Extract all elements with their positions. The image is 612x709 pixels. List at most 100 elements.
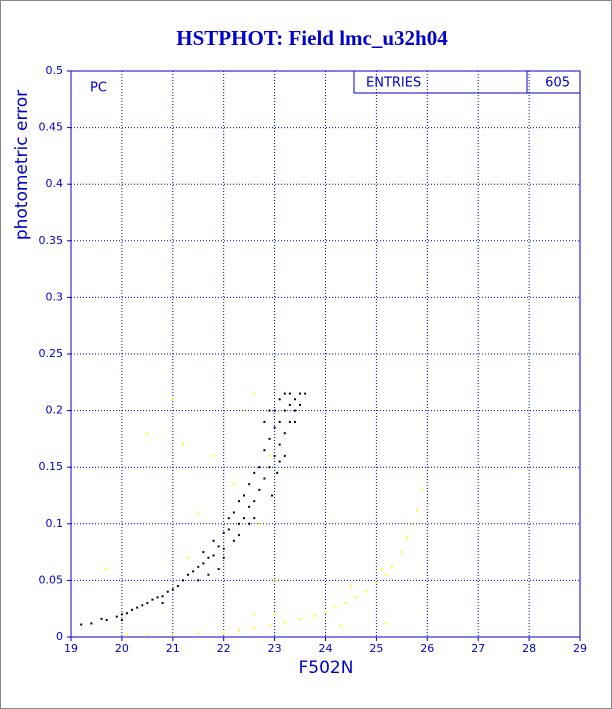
point xyxy=(146,432,149,435)
x-tick-label: 24 xyxy=(319,642,333,655)
point xyxy=(334,606,337,609)
point xyxy=(268,409,271,412)
point xyxy=(202,562,205,565)
point xyxy=(400,551,403,554)
x-tick-label: 23 xyxy=(268,642,282,655)
point xyxy=(273,426,276,429)
point xyxy=(349,585,352,588)
point xyxy=(299,617,302,620)
point xyxy=(283,621,286,624)
y-tick-label: 0.25 xyxy=(39,347,64,360)
point xyxy=(227,528,230,531)
point xyxy=(222,631,225,634)
point xyxy=(212,454,215,457)
point xyxy=(344,602,347,605)
point xyxy=(222,547,225,550)
point xyxy=(263,449,266,452)
point xyxy=(273,613,276,616)
point xyxy=(253,392,256,395)
point xyxy=(339,624,342,627)
point xyxy=(268,624,271,627)
point xyxy=(197,565,200,568)
point xyxy=(304,392,307,395)
y-tick-label: 0.05 xyxy=(39,573,64,586)
point xyxy=(421,488,424,491)
y-tick-label: 0.5 xyxy=(46,64,64,77)
point xyxy=(253,471,256,474)
point xyxy=(171,398,174,401)
point xyxy=(146,602,149,605)
point xyxy=(253,517,256,520)
point xyxy=(171,633,174,636)
point xyxy=(283,392,286,395)
point xyxy=(293,398,296,401)
point xyxy=(283,432,286,435)
point xyxy=(299,403,302,406)
point xyxy=(237,534,240,537)
point xyxy=(212,539,215,542)
point xyxy=(248,483,251,486)
point xyxy=(263,420,266,423)
point xyxy=(263,477,266,480)
point xyxy=(141,604,144,607)
point xyxy=(187,573,190,576)
point xyxy=(273,579,276,582)
point xyxy=(278,443,281,446)
point xyxy=(271,494,274,497)
point xyxy=(171,588,174,591)
point xyxy=(237,500,240,503)
point xyxy=(176,585,179,588)
point xyxy=(80,623,83,626)
x-tick-label: 20 xyxy=(115,642,129,655)
point xyxy=(136,606,139,609)
point xyxy=(232,483,235,486)
x-tick-label: 27 xyxy=(471,642,485,655)
point xyxy=(115,615,118,618)
point xyxy=(131,608,134,611)
point xyxy=(411,522,414,525)
chart-title: HSTPHOT: Field lmc_u32h04 xyxy=(176,26,448,50)
y-tick-label: 0.45 xyxy=(39,121,64,134)
point xyxy=(202,551,205,554)
point xyxy=(207,573,210,576)
x-tick-label: 25 xyxy=(369,642,383,655)
point xyxy=(232,539,235,542)
point xyxy=(161,602,164,605)
stats-value: 605 xyxy=(545,76,570,91)
point xyxy=(283,454,286,457)
point xyxy=(243,494,246,497)
point xyxy=(299,392,302,395)
point xyxy=(217,568,220,571)
point xyxy=(100,617,103,620)
point xyxy=(314,614,317,617)
point xyxy=(161,595,164,598)
y-tick-label: 0.1 xyxy=(46,517,64,530)
annotation: PC xyxy=(90,81,107,96)
point xyxy=(375,581,378,584)
point xyxy=(288,420,291,423)
point xyxy=(278,460,281,463)
point xyxy=(222,531,225,534)
point xyxy=(248,522,251,525)
point xyxy=(187,556,190,559)
point xyxy=(385,622,388,625)
point xyxy=(197,579,200,582)
y-tick-label: 0.15 xyxy=(39,460,64,473)
y-tick-label: 0.3 xyxy=(46,290,64,303)
point xyxy=(278,420,281,423)
point xyxy=(278,398,281,401)
point xyxy=(283,409,286,412)
point xyxy=(125,612,128,615)
point xyxy=(273,409,276,412)
x-tick-label: 22 xyxy=(217,642,231,655)
y-tick-label: 0.4 xyxy=(46,177,64,190)
point xyxy=(243,517,246,520)
x-tick-label: 19 xyxy=(64,642,78,655)
point xyxy=(125,633,128,636)
point xyxy=(197,511,200,514)
point xyxy=(390,565,393,568)
point xyxy=(212,554,215,557)
x-tick-label: 21 xyxy=(166,642,180,655)
point xyxy=(207,556,210,559)
